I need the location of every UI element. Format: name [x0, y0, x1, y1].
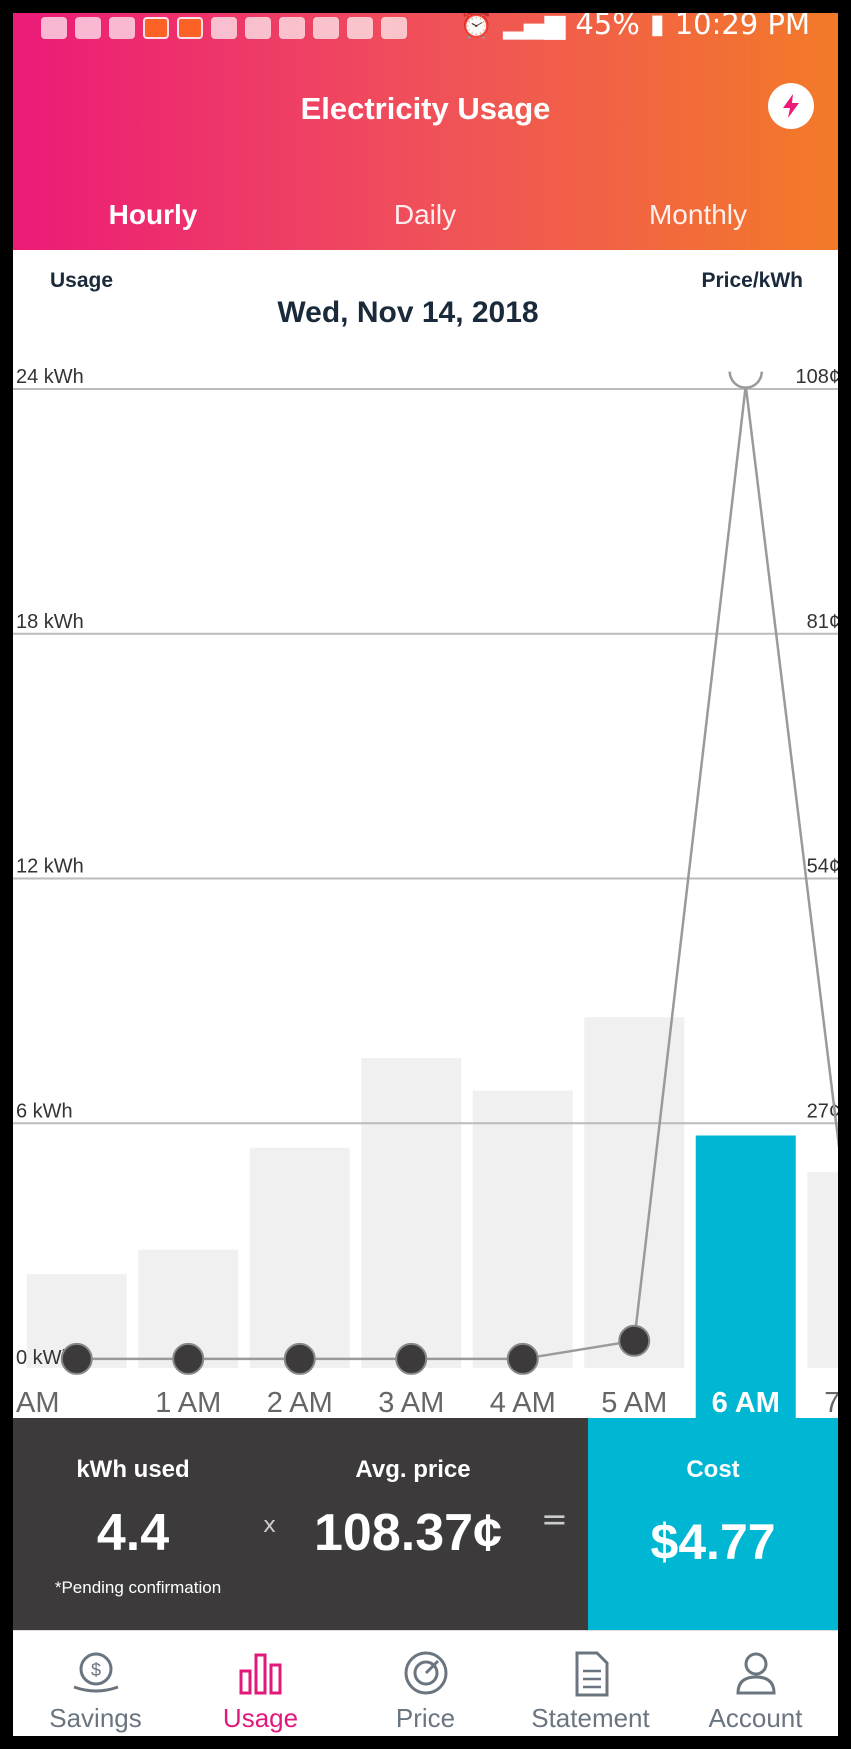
svg-text:$: $	[91, 1660, 101, 1680]
usage-axis-title: Usage	[50, 269, 114, 292]
x-tick-label: 7 AM	[824, 1387, 838, 1418]
tab-hourly[interactable]: Hourly	[108, 199, 198, 230]
multiply-sign: x	[263, 1513, 277, 1538]
chart-bar	[361, 1057, 462, 1368]
pinterest-icon	[75, 17, 101, 39]
y-right-tick-label: 108¢	[796, 366, 839, 388]
page-title: Electricity Usage	[300, 91, 551, 126]
system-status: ⏰ ▂▄▆ 45% ▮ 10:29 PM	[459, 13, 810, 41]
savings-icon: $	[73, 1652, 119, 1693]
nav-label-statement: Statement	[531, 1703, 650, 1733]
cost-panel: Cost $4.77	[588, 1418, 838, 1630]
pinterest-icon	[109, 17, 135, 39]
signal-icon: ▂▄▆	[503, 13, 566, 40]
notification-icons	[41, 13, 407, 43]
chart-bar[interactable]	[695, 1135, 796, 1368]
cost-value: $4.77	[650, 1514, 776, 1570]
nav-label-account: Account	[708, 1703, 803, 1733]
usage-chart: 0 kWh 6 kWh 12 kWh 18 kWh 24 kWh 27¢ 54¢ 81¢ 108…	[13, 366, 839, 1418]
app-screen: ⏰ ▂▄▆ 45% ▮ 10:29 PM Electricity Usage H…	[13, 13, 838, 1736]
price-point	[618, 1324, 651, 1357]
x-tick-label: 5 AM	[601, 1387, 667, 1418]
price-point	[172, 1342, 205, 1375]
energy-button[interactable]	[768, 83, 814, 129]
y-left-tick-label: 0 kWh	[16, 1347, 73, 1369]
houzz-icon	[279, 17, 305, 39]
lightning-bolt-icon	[783, 94, 799, 118]
y-left-tick-label: 24 kWh	[16, 366, 84, 388]
selected-label-bg	[695, 1368, 796, 1418]
facebook-icon	[41, 17, 67, 39]
price-point	[506, 1342, 539, 1375]
nav-label-savings: Savings	[49, 1703, 142, 1733]
summary-panel: kWh used 4.4 *Pending confirmation x Avg…	[13, 1418, 838, 1630]
avg-price-value: 108.37¢	[314, 1504, 502, 1562]
battery-icon: ▮	[649, 13, 665, 40]
chart-bar	[584, 1017, 685, 1368]
y-left-tick-label: 6 kWh	[16, 1100, 73, 1122]
usage-icon	[239, 1653, 282, 1695]
alarm-icon: ⏰	[459, 13, 494, 40]
x-tick-label: 1 AM	[155, 1387, 221, 1418]
avg-price-label: Avg. price	[355, 1456, 471, 1483]
bottom-nav: $ Savings Usage Price	[13, 1630, 838, 1736]
nav-savings[interactable]: $ Savings	[13, 1631, 178, 1736]
x-tick-label: 2 AM	[267, 1387, 333, 1418]
account-icon	[736, 1652, 776, 1695]
tab-daily[interactable]: Daily	[393, 199, 457, 230]
price-axis-title: Price/kWh	[701, 269, 803, 292]
discover-icon	[177, 17, 203, 39]
nav-label-usage: Usage	[222, 1703, 299, 1733]
chart-bar	[249, 1147, 350, 1368]
missed-call-icon	[347, 17, 373, 39]
status-bar: ⏰ ▂▄▆ 45% ▮ 10:29 PM	[13, 13, 838, 43]
x-tick-label: 3 AM	[378, 1387, 444, 1418]
y-right-tick-label: 54¢	[807, 856, 838, 878]
clock: 10:29 PM	[674, 13, 810, 41]
chart-bar	[472, 1090, 573, 1368]
nav-price[interactable]: Price	[343, 1631, 508, 1736]
nav-label-price: Price	[395, 1703, 456, 1733]
tab-monthly[interactable]: Monthly	[648, 199, 748, 230]
kwh-used-value: 4.4	[96, 1504, 170, 1562]
discover-icon	[143, 17, 169, 39]
x-tick-label: 4 AM	[490, 1387, 556, 1418]
kwh-used-label: kWh used	[76, 1456, 190, 1483]
battery-percent: 45%	[575, 13, 640, 41]
statement-icon	[575, 1651, 609, 1697]
nav-statement[interactable]: Statement	[508, 1631, 673, 1736]
nav-usage[interactable]: Usage	[178, 1631, 343, 1736]
price-point	[395, 1342, 428, 1375]
x-tick-label: AM	[16, 1387, 60, 1418]
youtube-icon	[245, 17, 271, 39]
nav-account[interactable]: Account	[673, 1631, 838, 1736]
equals-sign: =	[541, 1500, 568, 1538]
cost-label: Cost	[686, 1456, 740, 1483]
app-header: ⏰ ▂▄▆ 45% ▮ 10:29 PM Electricity Usage H…	[13, 13, 838, 250]
x-tick-label: 6 AM	[712, 1387, 780, 1418]
chart-bar	[807, 1172, 838, 1368]
y-left-tick-label: 18 kWh	[16, 611, 84, 633]
youtube-icon	[211, 17, 237, 39]
pending-note: *Pending confirmation	[54, 1578, 222, 1597]
price-point-peak	[728, 371, 763, 389]
price-point	[283, 1342, 316, 1375]
y-right-tick-label: 27¢	[807, 1100, 838, 1122]
chart-date: Wed, Nov 14, 2018	[277, 296, 539, 329]
mail-icon	[313, 17, 339, 39]
y-right-tick-label: 81¢	[807, 611, 838, 633]
y-left-tick-label: 12 kWh	[16, 856, 84, 878]
sync-icon	[381, 17, 407, 39]
price-point	[60, 1342, 93, 1375]
price-icon	[404, 1651, 448, 1695]
